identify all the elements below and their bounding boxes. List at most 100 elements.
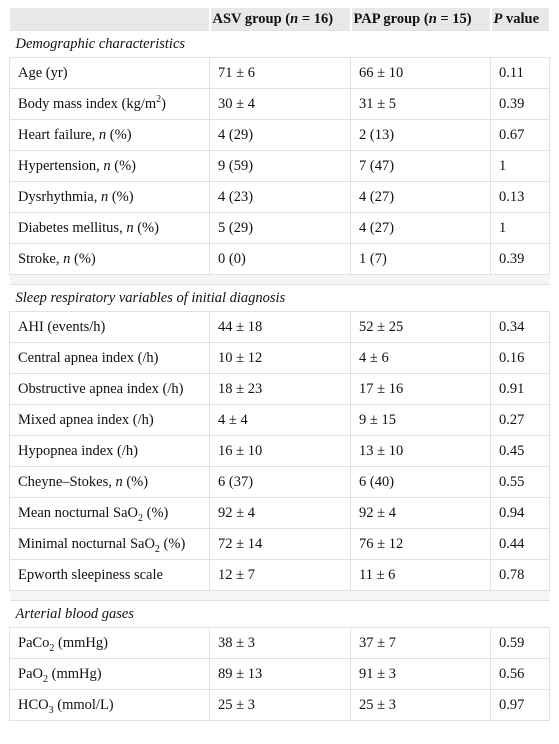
text-part: n [103,157,111,174]
cell-text: 0 (0) [218,250,246,267]
cell: Dysrhythmia, n (%) [9,181,210,213]
cell: Cheyne–Stokes, n (%) [9,466,210,498]
cell-text: 0.78 [499,566,525,583]
data-row: Mixed apnea index (/h) 4 ± 4 9 ± 15 0.27 [9,404,550,436]
text-part: Dysrhythmia, [18,188,101,205]
data-row: Dysrhythmia, n (%) 4 (23) 4 (27) 0.13 [9,181,550,213]
cell: 92 ± 4 [350,497,491,529]
cell-text: 30 ± 4 [218,95,255,112]
cell-text: 6 (40) [359,473,395,490]
cell: 25 ± 3 [209,689,351,721]
text-part: (%) [122,473,149,490]
cell-text: 5 (29) [218,219,254,236]
data-row: Hypopnea index (/h) 16 ± 10 13 ± 10 0.45 [9,435,550,467]
text-part: Minimal nocturnal SaO [18,535,155,552]
cell: Minimal nocturnal SaO2 (%) [9,528,210,560]
text-part: (mmHg) [47,665,102,682]
text-part: (%) [110,157,136,174]
cell-text: 0.34 [499,318,525,335]
cell: 0.56 [490,658,550,690]
cell-text: 76 ± 12 [359,535,404,552]
cell: Body mass index (kg/m2) [9,88,210,120]
cell-text: 72 ± 14 [218,535,263,552]
text-part: ) [161,95,166,112]
cell-text: 0.44 [499,535,525,552]
cell: 6 (40) [350,466,491,498]
data-row: Central apnea index (/h) 10 ± 12 4 ± 6 0.16 [9,342,550,374]
cell: 0.67 [490,119,550,151]
section-row: Demographic characteristics [9,30,550,58]
cell-text: 2 (13) [359,126,395,143]
text-part: ASV group ( [212,10,291,27]
cell: Hypopnea index (/h) [9,435,210,467]
text-part: = 15) [436,10,472,27]
cell-text: 37 ± 7 [359,634,396,651]
cell: 0.13 [490,181,550,213]
cell: 0.39 [490,243,550,275]
header-cell: PAP group (n = 15) [350,8,492,31]
cell-text: Obstructive apnea index (/h) [18,380,184,397]
cell-text: 4 ± 6 [359,349,389,366]
cell-text: 0.94 [499,504,525,521]
text-part: Mean nocturnal SaO [18,504,138,521]
cell: 38 ± 3 [209,627,351,659]
text-part: (%) [108,188,134,205]
cell-text: 0.11 [499,64,524,81]
cell-text: 25 ± 3 [218,696,255,713]
cell: 10 ± 12 [209,342,351,374]
cell: 25 ± 3 [350,689,491,721]
cell: 4 ± 4 [209,404,351,436]
cell: Stroke, n (%) [9,243,210,275]
text-part: = 16) [298,10,334,27]
cell-text: 0.39 [499,95,525,112]
cell: 4 (27) [350,181,491,213]
spacer-row [9,590,550,601]
data-row: Hypertension, n (%) 9 (59) 7 (47) 1 [9,150,550,182]
cell: PaO2 (mmHg) [9,658,210,690]
cell: 18 ± 23 [209,373,351,405]
text-part: Cheyne–Stokes, [18,473,116,490]
cell-text: 0.16 [499,349,525,366]
cell-text: 18 ± 23 [218,380,263,397]
cell-text: Mixed apnea index (/h) [18,411,154,428]
cell: 1 (7) [350,243,491,275]
cell-text: 0.59 [499,634,525,651]
cell: 9 ± 15 [350,404,491,436]
data-row: Age (yr) 71 ± 6 66 ± 10 0.11 [9,57,550,89]
cell: 4 (29) [209,119,351,151]
cell-text: 6 (37) [218,473,254,490]
cell: Heart failure, n (%) [9,119,210,151]
header-cell: P value [490,8,551,31]
text-part: n [100,188,109,205]
section-row: Sleep respiratory variables of initial d… [9,284,550,312]
cell: Hypertension, n (%) [9,150,210,182]
spacer [9,274,550,285]
text-part: n [98,126,107,143]
cell: 12 ± 7 [209,559,351,591]
cell-text: 1 [499,219,507,236]
cell-text: 17 ± 16 [359,380,404,397]
cell: 37 ± 7 [350,627,491,659]
cell: Epworth sleepiness scale [9,559,210,591]
cell: 17 ± 16 [350,373,491,405]
text-part: PaO [18,665,43,682]
text-part: Heart failure, [18,126,99,143]
header-cell: ASV group (n = 16) [209,8,352,31]
section-title: Arterial blood gases [9,600,550,628]
cell: 0.34 [490,311,550,343]
cell: 6 (37) [209,466,351,498]
cell-text: 44 ± 18 [218,318,263,335]
cell: 66 ± 10 [350,57,491,89]
text-part: n [290,10,299,27]
cell-text: 0.67 [499,126,525,143]
text-part: Diabetes mellitus, [18,219,127,236]
cell-text: 16 ± 10 [218,442,263,459]
data-row: PaCo2 (mmHg) 38 ± 3 37 ± 7 0.59 [9,627,550,659]
spacer-row [9,274,550,285]
cell: 16 ± 10 [209,435,351,467]
cell-text: 4 (29) [218,126,254,143]
cell-text: AHI (events/h) [18,318,106,335]
text-part: 2 [156,93,162,105]
text-part: PAP group ( [353,10,429,27]
text-part: Body mass index (kg/m [18,95,157,112]
